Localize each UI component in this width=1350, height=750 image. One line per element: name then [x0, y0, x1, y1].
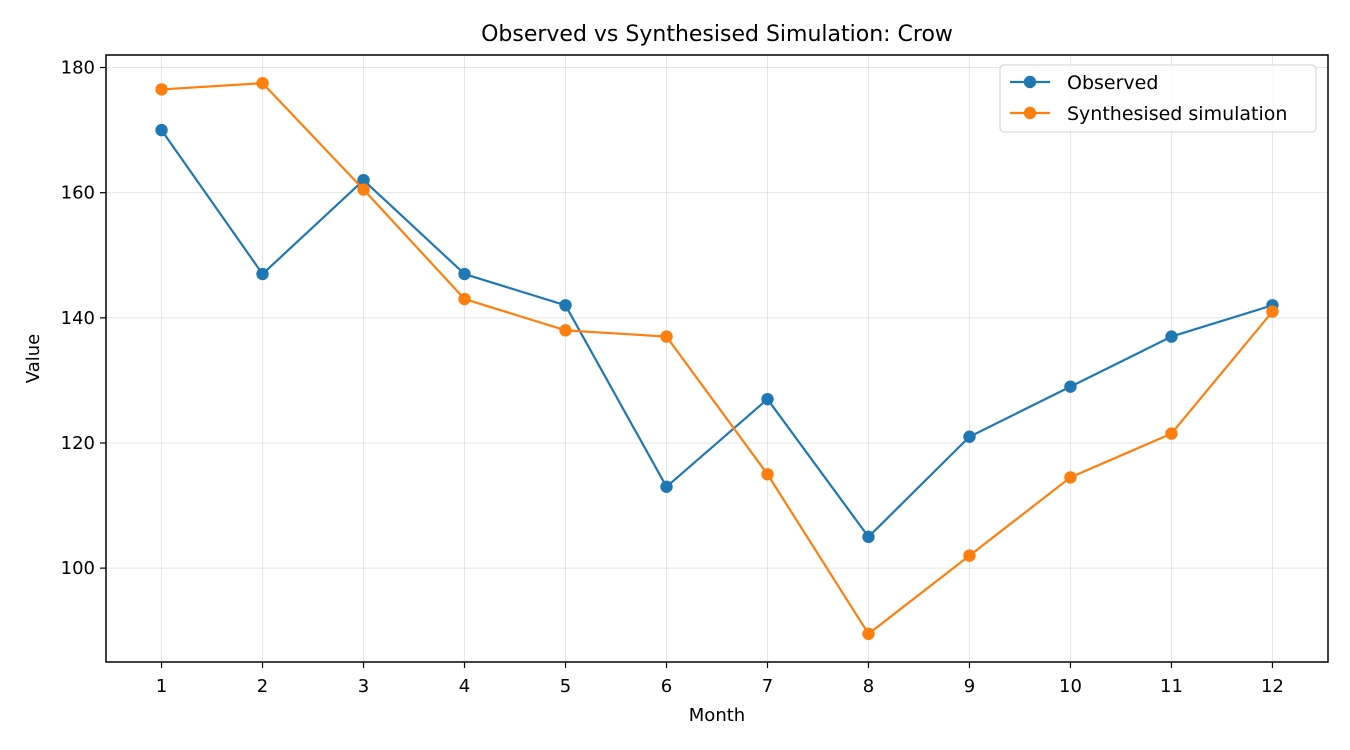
series-1-point: [357, 173, 370, 187]
series-1-point: [1064, 380, 1077, 393]
series-1-point: [1165, 330, 1178, 343]
legend: Observed Synthesised simulation: [999, 64, 1317, 133]
x-tick-label: 11: [1160, 676, 1183, 697]
series-2-point: [660, 330, 673, 343]
series-2-point: [559, 324, 572, 337]
y-tick-label: 180: [61, 58, 95, 79]
series-2-point: [458, 292, 471, 306]
series-layer: [155, 76, 1279, 641]
series-1-point: [963, 430, 976, 443]
y-axis-label: Value: [23, 334, 44, 383]
series-2-point: [862, 627, 875, 641]
y-tick-label: 140: [61, 308, 95, 329]
series-1-point: [761, 392, 774, 406]
series-2-point: [761, 468, 774, 481]
grid: [106, 55, 1328, 662]
series-1-point: [559, 299, 572, 312]
x-tick-label: 2: [257, 676, 268, 697]
legend-item: Observed: [1010, 72, 1158, 94]
series-2-point: [357, 183, 370, 196]
x-tick-label: 1: [156, 676, 167, 697]
legend-item: Synthesised simulation: [1010, 103, 1287, 125]
x-tick-label: 7: [762, 676, 773, 697]
y-tick-label: 100: [61, 558, 95, 579]
legend-label: Observed: [1067, 72, 1158, 94]
series-1-point: [155, 123, 168, 137]
x-tick-label: 4: [459, 676, 470, 697]
x-axis-label: Month: [689, 705, 745, 726]
x-tick-label: 12: [1261, 676, 1284, 697]
x-tick-label: 5: [560, 676, 571, 697]
legend-label: Synthesised simulation: [1067, 103, 1287, 125]
series-2: [155, 76, 1279, 641]
x-tick-label: 9: [964, 676, 975, 697]
series-2-point: [155, 83, 168, 96]
series-1-point: [862, 530, 875, 544]
series-1-point: [660, 480, 673, 493]
legend-box: [999, 64, 1317, 133]
series-1-point: [458, 267, 471, 281]
legend-marker-swatch: [1023, 106, 1037, 120]
series-1-line: [160, 129, 1273, 538]
x-tick-label: 8: [863, 676, 874, 697]
y-tick-label: 120: [61, 433, 95, 454]
x-tick-label: 10: [1059, 676, 1082, 697]
series-2-line: [161, 82, 1274, 635]
series-2-point: [1266, 305, 1279, 318]
chart-title: Observed vs Synthesised Simulation: Crow: [481, 22, 953, 47]
series-2-point: [256, 76, 269, 90]
series-2-point: [1165, 427, 1178, 440]
x-tick-label: 3: [358, 676, 369, 697]
series-2-point: [963, 549, 976, 562]
y-tick-label: 160: [61, 183, 95, 204]
series-1: [155, 123, 1279, 544]
series-2-point: [1064, 471, 1077, 484]
legend-marker-swatch: [1023, 75, 1037, 89]
series-1-point: [256, 267, 269, 281]
plot-frame: [105, 54, 1329, 663]
x-tick-label: 6: [661, 676, 672, 697]
